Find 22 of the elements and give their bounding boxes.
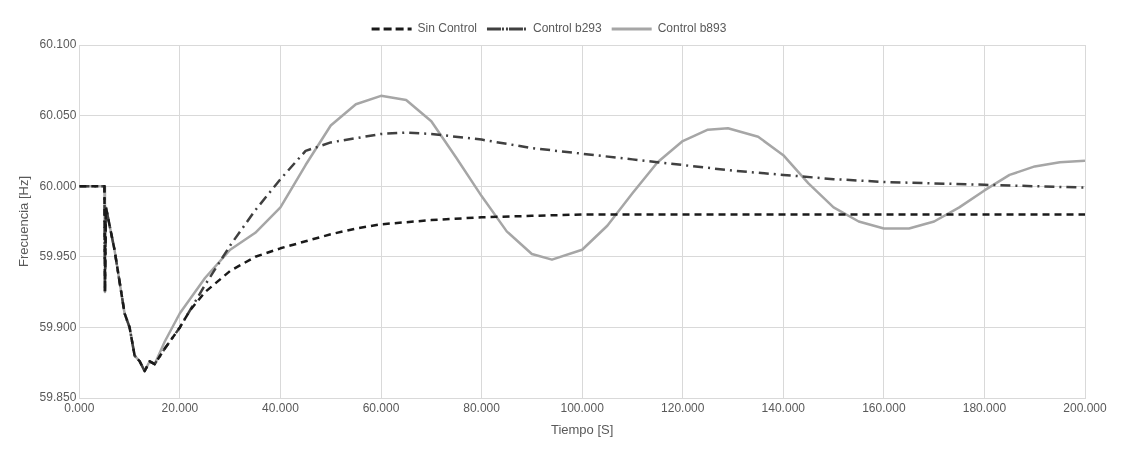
x-tick-label: 120.000 [661,400,705,415]
legend-label: Sin Control [417,21,477,36]
line-series [79,184,1085,373]
x-tick-label: 140.000 [761,400,806,415]
x-tick-label: 0.000 [64,400,95,415]
x-tick-label: 20.000 [161,400,199,415]
y-tick-label: 60.100 [39,37,77,52]
x-tick-label: 160.000 [862,400,906,415]
x-tick-label: 80.000 [463,400,501,415]
x-tick-label: 180.000 [962,400,1007,415]
x-axis-title: Tiempo [S] [550,421,614,437]
y-tick-label: 60.000 [39,178,77,193]
y-tick-label: 59.900 [39,319,77,334]
y-axis-title: Frecuencia [Hz] [16,175,32,268]
legend-label: Control b293 [532,21,603,36]
x-tick-label: 60.000 [362,400,400,415]
x-tick-label: 200.000 [1063,400,1108,415]
y-tick-label: 60.050 [39,107,77,122]
x-tick-label: 40.000 [262,400,300,415]
y-tick-label: 59.950 [39,249,77,264]
x-tick-label: 100.000 [560,400,605,415]
legend-label: Control b893 [657,21,727,36]
